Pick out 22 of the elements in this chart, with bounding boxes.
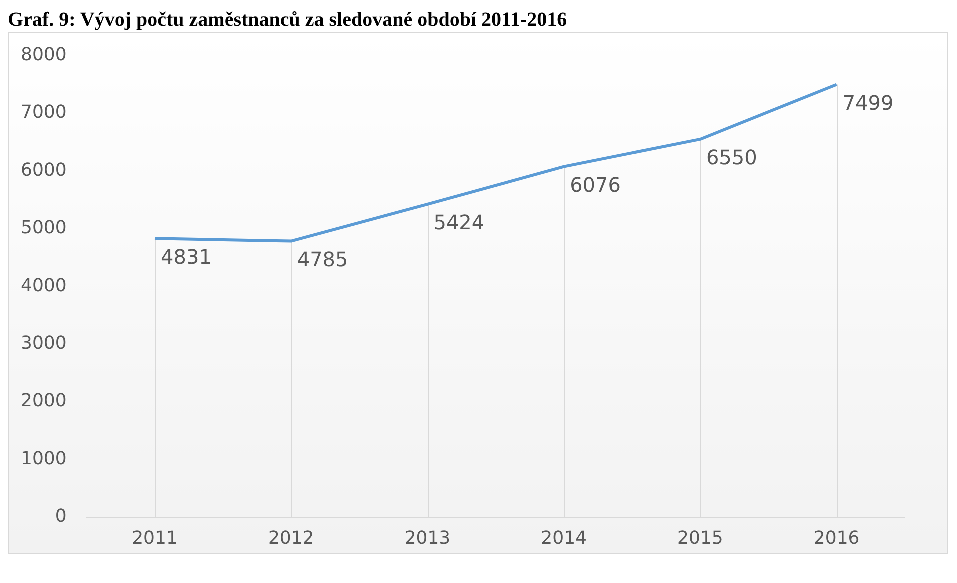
y-tick-label: 1000: [20, 448, 67, 470]
y-tick-label: 6000: [20, 160, 67, 181]
y-tick-label: 2000: [20, 390, 67, 412]
x-tick-label: 2013: [404, 528, 451, 549]
y-tick-label: 7000: [20, 102, 67, 124]
x-tick-label: 2015: [678, 528, 724, 549]
x-tick-label: 2014: [541, 528, 587, 549]
data-label: 6076: [570, 173, 621, 198]
y-tick-label: 3000: [20, 332, 67, 354]
data-label: 4785: [297, 248, 348, 272]
y-tick-label: 4000: [20, 275, 67, 296]
data-label: 4831: [160, 244, 212, 269]
data-label: 7499: [842, 90, 894, 115]
data-label: 6550: [706, 146, 758, 170]
x-tick-label: 2011: [132, 528, 178, 549]
y-tick-label: 5000: [20, 218, 67, 239]
chart-title: Graf. 9: Vývoj počtu zaměstnanců za sledované období 2011-2016: [8, 8, 568, 32]
x-tick-label: 2012: [268, 528, 314, 549]
y-tick-label: 0: [55, 506, 67, 528]
data-label: 5424: [434, 210, 485, 235]
x-tick-label: 2016: [814, 528, 860, 549]
y-tick-label: 8000: [20, 44, 67, 66]
